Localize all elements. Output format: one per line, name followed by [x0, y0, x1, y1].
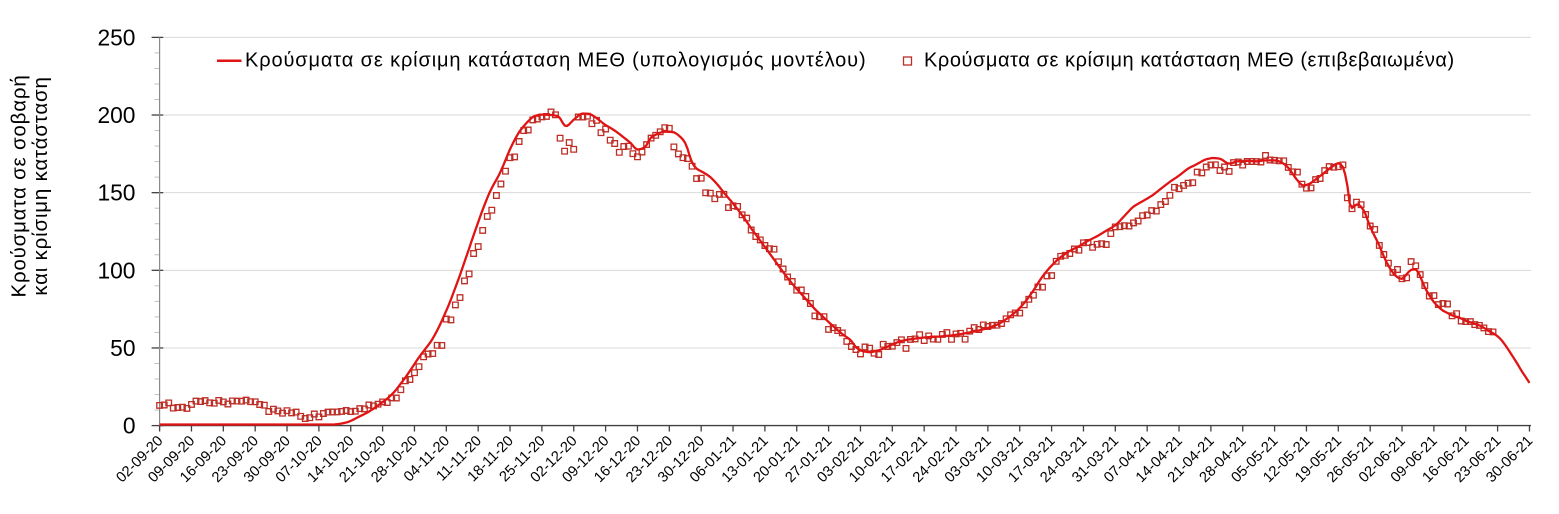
svg-text:και κρίσιμη κατάσταση: και κρίσιμη κατάσταση [29, 76, 52, 295]
svg-text:Κρούσματα σε σοβαρή: Κρούσματα σε σοβαρή [8, 74, 31, 297]
svg-text:50: 50 [110, 335, 135, 361]
svg-text:0: 0 [123, 413, 136, 439]
svg-text:100: 100 [97, 257, 135, 283]
svg-text:200: 200 [97, 102, 135, 128]
svg-text:Κρούσματα σε κρίσιμη κατάσταση: Κρούσματα σε κρίσιμη κατάσταση ΜΕΘ (υπολ… [245, 50, 867, 72]
svg-text:150: 150 [97, 180, 135, 206]
svg-text:Κρούσματα σε κρίσιμη κατάσταση: Κρούσματα σε κρίσιμη κατάσταση ΜΕΘ (επιβ… [924, 50, 1455, 72]
svg-text:250: 250 [97, 24, 135, 50]
